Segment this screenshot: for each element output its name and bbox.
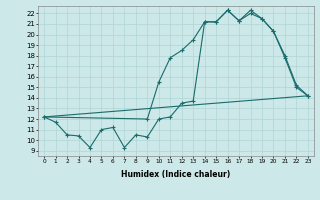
X-axis label: Humidex (Indice chaleur): Humidex (Indice chaleur) [121,170,231,179]
